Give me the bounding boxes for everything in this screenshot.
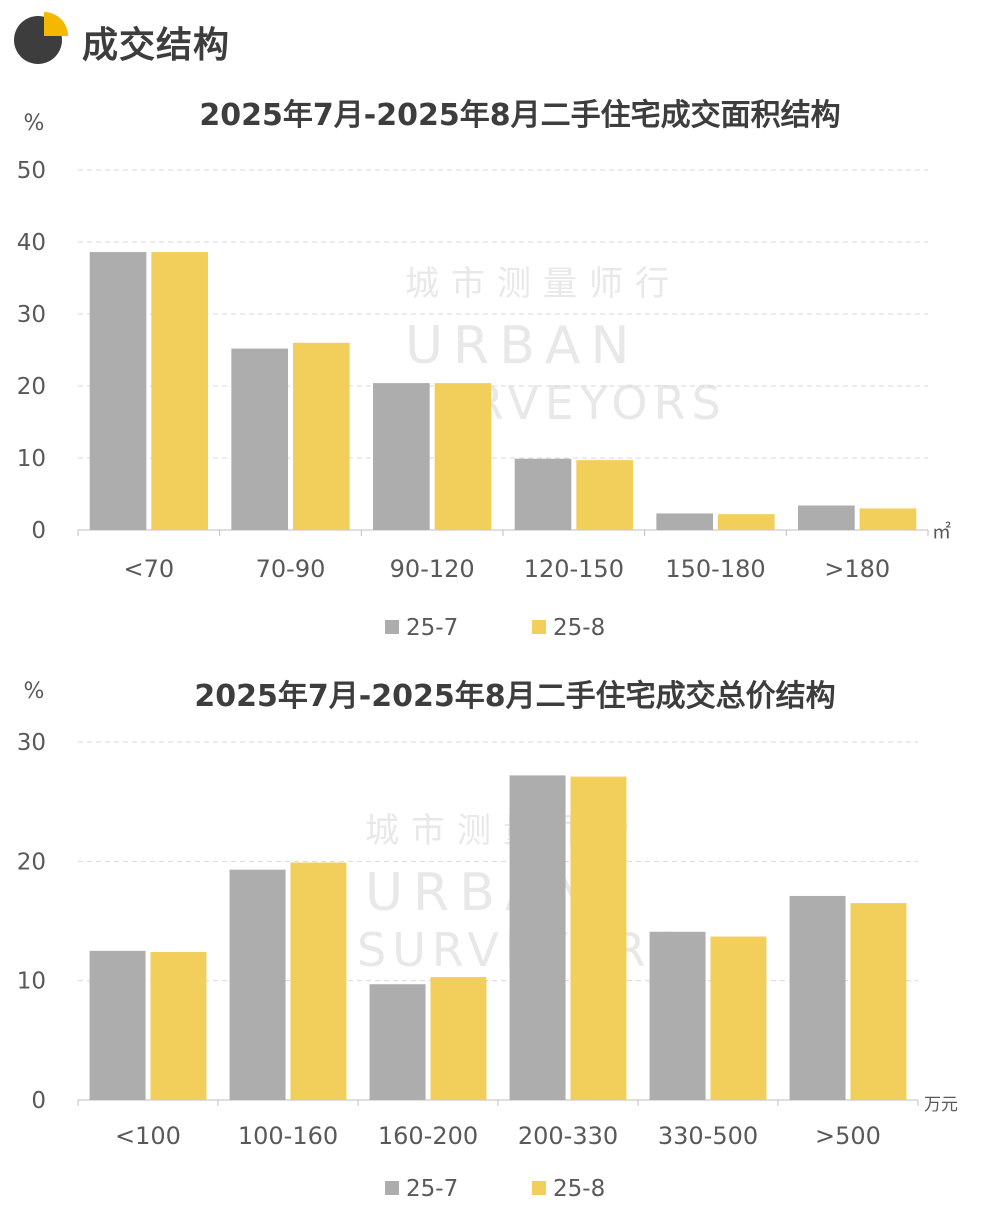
legend-swatch-25-8 [532, 1181, 546, 1195]
y-tick-label: 30 [17, 730, 46, 756]
x-axis-unit: 万元 [924, 1095, 958, 1115]
legend-label: 25-8 [553, 1176, 605, 1202]
pie-chart-icon [14, 12, 68, 64]
chart-title: 2025年7月-2025年8月二手住宅成交总价结构 [194, 679, 835, 714]
bar-25-7-90-120 [373, 383, 430, 530]
bar-25-8->500 [850, 903, 907, 1100]
watermark-en-text-1: URBAN [405, 316, 639, 376]
y-tick-label: 20 [17, 374, 46, 400]
price-structure-chart: 城市测量师行URBANSURVEYORS2025年7月-2025年8月二手住宅成… [0, 650, 987, 1216]
bar-25-8-200-330 [570, 776, 627, 1100]
x-category-label: <70 [124, 555, 175, 583]
legend-label: 25-8 [553, 615, 605, 641]
bar-25-7-100-160 [229, 869, 286, 1100]
legend-label: 25-7 [406, 615, 458, 641]
x-category-label: >180 [824, 555, 890, 583]
bar-25-8-70-90 [292, 342, 350, 530]
bar-25-8-150-180 [717, 514, 775, 530]
legend-swatch-25-8 [532, 620, 546, 634]
bar-25-7-200-330 [509, 775, 566, 1100]
bar-25-7-330-500 [649, 931, 706, 1100]
bar-25-7-160-200 [369, 984, 426, 1100]
bar-25-8-330-500 [710, 936, 767, 1100]
chart-title: 2025年7月-2025年8月二手住宅成交面积结构 [199, 98, 840, 133]
price-structure-chart-svg: 城市测量师行URBANSURVEYORS2025年7月-2025年8月二手住宅成… [17, 679, 958, 1202]
bar-25-8-90-120 [434, 383, 492, 530]
bar-25-7-<70 [89, 252, 147, 530]
y-tick-label: 0 [31, 1088, 46, 1114]
x-category-label: 70-90 [256, 555, 326, 583]
page-title: 成交结构 [82, 25, 231, 66]
x-category-label: 90-120 [390, 555, 475, 583]
y-tick-label: 50 [17, 158, 46, 184]
bar-25-8-<100 [150, 952, 207, 1100]
bar-25-8-<70 [151, 252, 208, 530]
x-category-label: 200-330 [518, 1122, 618, 1150]
area-structure-chart-svg: 城市测量师行URBANSURVEYORS2025年7月-2025年8月二手住宅成… [17, 98, 951, 641]
x-category-label: 330-500 [658, 1122, 758, 1150]
x-category-label: 160-200 [378, 1122, 478, 1150]
y-tick-label: 30 [17, 302, 46, 328]
y-tick-label: 20 [17, 849, 46, 875]
legend-label: 25-7 [406, 1176, 458, 1202]
bar-25-7-70-90 [231, 348, 289, 530]
y-tick-label: 10 [17, 969, 46, 995]
bar-25-7-120-150 [514, 458, 572, 530]
bar-25-8-120-150 [576, 460, 633, 530]
y-tick-label: 40 [17, 230, 46, 256]
watermark-cn-text: 城市测量师行 [405, 264, 681, 304]
x-axis-unit: ㎡ [932, 520, 951, 543]
bar-25-7-<100 [89, 950, 146, 1100]
bar-25-7->500 [789, 895, 846, 1100]
x-category-label: 150-180 [665, 555, 765, 583]
y-axis-label: % [24, 679, 45, 704]
area-structure-chart: 城市测量师行 URBAN SURVEYORS 2025年7月-2025年8月二手住宅成… [0, 80, 987, 650]
x-category-label: 120-150 [524, 555, 624, 583]
x-category-label: >500 [815, 1122, 881, 1150]
section-header: 成交结构 [0, 0, 987, 80]
bar-25-8-160-200 [430, 977, 487, 1100]
y-axis-label: % [24, 111, 45, 136]
legend-swatch-25-7 [385, 620, 399, 634]
y-tick-label: 10 [17, 446, 46, 472]
bar-25-8-100-160 [290, 862, 347, 1100]
x-category-label: <100 [115, 1122, 181, 1150]
bar-25-8->180 [859, 508, 917, 530]
y-tick-label: 0 [31, 518, 46, 544]
bar-25-7-150-180 [656, 513, 714, 530]
bar-25-7->180 [798, 505, 855, 530]
x-category-label: 100-160 [238, 1122, 338, 1150]
legend-swatch-25-7 [385, 1181, 399, 1195]
pie-icon-slice [44, 12, 68, 36]
